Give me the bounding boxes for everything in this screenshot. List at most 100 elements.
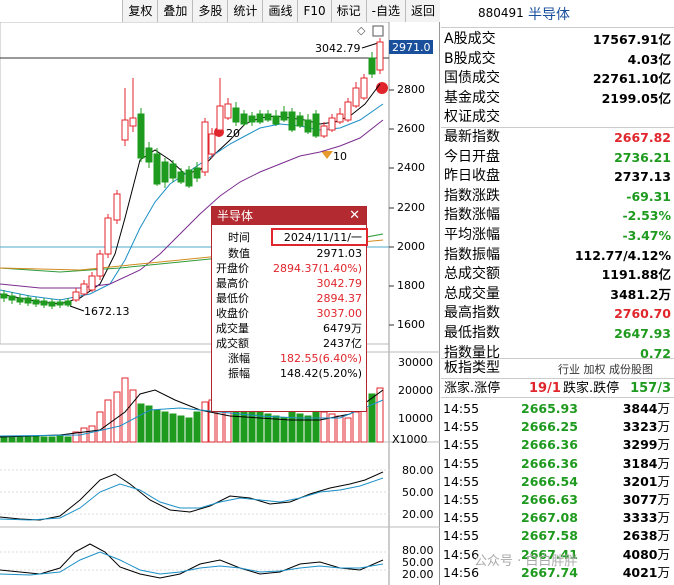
stat-value: -2.53% bbox=[622, 208, 671, 224]
tick-volume-value: 3323 bbox=[622, 419, 658, 435]
popup-value: 2971.03 bbox=[316, 247, 363, 260]
candle-body[interactable] bbox=[185, 169, 193, 187]
candle-body[interactable] bbox=[336, 113, 344, 123]
candle-body[interactable] bbox=[232, 107, 240, 123]
tick-volume-value: 3299 bbox=[622, 437, 658, 453]
candle-body[interactable] bbox=[376, 41, 384, 71]
draw-line-button[interactable]: 画线 bbox=[262, 0, 298, 22]
stat-label: 平均涨幅 bbox=[444, 227, 500, 243]
candle-body[interactable] bbox=[272, 115, 280, 125]
statistics-button[interactable]: 统计 bbox=[227, 0, 263, 22]
tick-volume: 3299万 bbox=[623, 436, 670, 454]
osc1-axis-tick: 20.00 bbox=[402, 508, 434, 521]
candle-body[interactable] bbox=[304, 119, 312, 133]
candle-body[interactable] bbox=[80, 283, 88, 295]
stat-value: 2736.21 bbox=[614, 149, 671, 165]
candle-body[interactable] bbox=[216, 105, 224, 131]
candle-body[interactable] bbox=[320, 125, 328, 137]
candle-body[interactable] bbox=[280, 111, 288, 121]
candle-body[interactable] bbox=[224, 103, 232, 119]
candle-body[interactable] bbox=[48, 301, 56, 307]
stat-label: 指数量比 bbox=[444, 344, 500, 361]
osc2-axis-tick: 80.00 bbox=[402, 544, 434, 557]
tick-volume: 4021万 bbox=[623, 564, 670, 582]
candle-body[interactable] bbox=[360, 77, 368, 99]
candle-body[interactable] bbox=[121, 119, 129, 141]
popup-row-high: 最高价 3042.79 bbox=[212, 277, 366, 291]
mark-button[interactable]: 标记 bbox=[330, 0, 366, 22]
candle-body[interactable] bbox=[24, 297, 32, 304]
ma20-line bbox=[0, 119, 384, 289]
stat-label: 昨日收盘 bbox=[444, 168, 500, 185]
tick-volume: 3201万 bbox=[623, 473, 670, 491]
candle-body[interactable] bbox=[8, 295, 16, 301]
kline-info-popup[interactable]: 半导体 ✕ 时间 2024/11/11/一 数值 2971.03 开盘价 289… bbox=[211, 206, 368, 412]
osc1-axis-tick: 80.00 bbox=[402, 464, 434, 477]
candle-body[interactable] bbox=[240, 113, 248, 125]
candle-body[interactable] bbox=[201, 121, 209, 173]
candle-body[interactable] bbox=[264, 113, 272, 121]
index-name[interactable]: 半导体 bbox=[528, 7, 570, 23]
candle-body[interactable] bbox=[161, 161, 169, 183]
candle-body[interactable] bbox=[288, 111, 296, 131]
stat-label: 最低指数 bbox=[444, 325, 500, 341]
multi-stock-button[interactable]: 多股 bbox=[192, 0, 228, 22]
candle-body[interactable] bbox=[40, 300, 48, 306]
candle-body[interactable] bbox=[64, 300, 72, 306]
remove-watchlist-button[interactable]: -自选 bbox=[365, 0, 405, 22]
candle-body[interactable] bbox=[153, 153, 161, 185]
popup-value: 3042.79 bbox=[316, 277, 363, 290]
candle-body[interactable] bbox=[177, 171, 185, 183]
stat-label: 总成交额 bbox=[444, 266, 500, 283]
tick-volume-value: 3844 bbox=[622, 401, 658, 416]
popup-value: 6479万 bbox=[323, 322, 362, 335]
tick-time: 14:55 bbox=[443, 401, 480, 416]
candle-body[interactable] bbox=[137, 113, 145, 159]
index-type-tabs[interactable]: 行业 加权 成份股图 bbox=[558, 363, 653, 376]
event-marker-icon[interactable] bbox=[376, 82, 388, 94]
low-price-label: 1672.13 bbox=[84, 305, 130, 318]
fuquan-button[interactable]: 复权 bbox=[122, 0, 158, 22]
candle-body[interactable] bbox=[328, 117, 336, 131]
candle-body[interactable] bbox=[312, 113, 320, 137]
candle-body[interactable] bbox=[368, 57, 376, 75]
candle-body[interactable] bbox=[0, 293, 8, 299]
candle-body[interactable] bbox=[169, 163, 177, 179]
candle-body[interactable] bbox=[129, 117, 137, 127]
candle-body[interactable] bbox=[16, 297, 24, 303]
popup-row-change: 涨幅 182.55(6.40%) bbox=[212, 352, 366, 366]
candle-body[interactable] bbox=[256, 113, 264, 123]
candle-body[interactable] bbox=[32, 299, 40, 305]
candle-body[interactable] bbox=[72, 291, 80, 301]
f10-button[interactable]: F10 bbox=[297, 0, 331, 22]
candle-body[interactable] bbox=[296, 115, 304, 127]
tick-volume: 3844万 bbox=[623, 400, 670, 418]
candle-body[interactable] bbox=[104, 217, 112, 255]
candle-body[interactable] bbox=[113, 193, 121, 221]
candle-body[interactable] bbox=[56, 301, 64, 306]
volume-unit-label: X1000 bbox=[392, 433, 428, 446]
event-marker-icon[interactable] bbox=[321, 151, 333, 159]
volume-bars[interactable] bbox=[0, 377, 384, 443]
candle-body[interactable] bbox=[352, 87, 360, 107]
candle-body[interactable] bbox=[96, 253, 104, 277]
close-icon[interactable]: ✕ bbox=[349, 208, 360, 223]
kline-svg[interactable]: 2800 2600 2400 2200 2000 1800 1600 2971.… bbox=[0, 22, 440, 585]
candle-body[interactable] bbox=[344, 101, 352, 121]
candle-body[interactable] bbox=[248, 115, 256, 123]
kline-chart-panel[interactable]: 复权 叠加 多股 统计 画线 F10 标记 -自选 返回 2800 2600 2… bbox=[0, 0, 440, 585]
volume-bar bbox=[376, 387, 384, 443]
candle-body[interactable] bbox=[208, 133, 216, 155]
candle-body[interactable] bbox=[145, 147, 153, 163]
candle-body[interactable] bbox=[88, 275, 96, 291]
tick-volume-unit: 万 bbox=[657, 455, 670, 471]
tick-row: 14:55 2666.36 3299万 bbox=[441, 436, 674, 454]
tick-time: 14:56 bbox=[443, 546, 480, 562]
stat-label: 今日开盘 bbox=[444, 148, 500, 165]
candle-body[interactable] bbox=[193, 167, 201, 179]
popup-label: 最低价 bbox=[216, 292, 249, 305]
overlay-button[interactable]: 叠加 bbox=[157, 0, 193, 22]
stat-value: 2737.13 bbox=[614, 169, 671, 185]
candlestick-series[interactable] bbox=[0, 38, 384, 309]
back-button[interactable]: 返回 bbox=[404, 0, 440, 22]
